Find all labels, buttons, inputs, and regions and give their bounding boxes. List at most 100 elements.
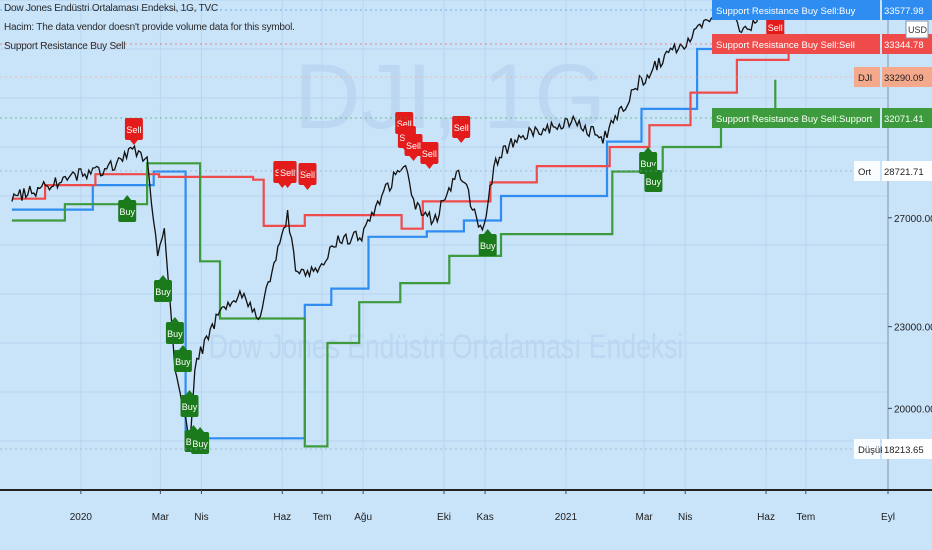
- buy-signal[interactable]: Buy: [644, 165, 663, 192]
- price-label-name: Support Resistance Buy Sell:Support: [716, 114, 873, 125]
- price-label-avg[interactable]: Ort 28721.71: [0, 161, 932, 181]
- buy-signal[interactable]: Buy: [154, 275, 172, 302]
- buy-badge: [644, 170, 663, 192]
- buy-signal[interactable]: Buy: [478, 229, 497, 256]
- volume-note: Hacim: The data vendor doesn't provide v…: [4, 22, 295, 33]
- buy-signal[interactable]: Buy: [180, 390, 199, 417]
- buy-pointer: [123, 195, 132, 200]
- time-tick-label: Mar: [152, 512, 170, 523]
- buy-label: Buy: [175, 357, 191, 367]
- price-label-value-bg: [882, 108, 932, 128]
- buy-signal[interactable]: Buy: [118, 195, 137, 222]
- sell-signal[interactable]: Sell: [420, 142, 439, 169]
- sell-label: Sell: [397, 119, 412, 129]
- symbol-title: Dow Jones Endüstri Ortalaması Endeksi, 1…: [4, 3, 219, 14]
- price-label-value-bg: [882, 161, 932, 181]
- price-label-value: 33577.98: [884, 6, 924, 17]
- buy-signal[interactable]: Buy: [165, 317, 184, 344]
- price-label-value: 18213.65: [884, 445, 924, 456]
- sell-label: Sell: [280, 168, 295, 178]
- price-label-value-bg: [882, 67, 932, 87]
- buy-label: Buy: [640, 159, 656, 169]
- sell-label: Sell: [406, 141, 421, 151]
- buy-pointer: [170, 317, 179, 322]
- price-label-value-bg: [882, 0, 932, 20]
- price-label-name-bg: [854, 161, 880, 181]
- sell-label: Sell: [422, 149, 437, 159]
- price-label-buy[interactable]: Support Resistance Buy Sell:Buy 33577.98: [0, 0, 932, 20]
- time-tick-label: Nis: [194, 512, 208, 523]
- sell-label: Sell: [126, 125, 141, 135]
- signals-layer[interactable]: SellSellSellSellSellSellSellSellSellSell…: [118, 16, 785, 454]
- sell-badge: [452, 116, 471, 138]
- sell-pointer: [278, 183, 287, 188]
- buy-badge: [478, 234, 497, 256]
- sell-badge: [766, 16, 785, 38]
- time-tick-label: Tem: [313, 512, 332, 523]
- currency-label: USD: [905, 20, 929, 39]
- buy-pointer: [159, 275, 167, 280]
- price-label-name: Düşük: [858, 445, 885, 456]
- buy-label: Buy: [480, 241, 496, 251]
- price-tick-label: 20000.00: [894, 404, 932, 415]
- price-label-name: DJI: [858, 73, 872, 84]
- time-tick-label: Eki: [437, 512, 451, 523]
- price-label-value: 28721.71: [884, 167, 924, 178]
- buy-pointer: [644, 147, 653, 152]
- time-tick-label: Tem: [796, 512, 815, 523]
- buy-signal[interactable]: Buy: [173, 345, 192, 372]
- currency-text: USD: [908, 25, 928, 35]
- price-tick-label: 23000.00: [894, 323, 932, 334]
- price-label-name-bg: [712, 108, 880, 128]
- sell-badge: [420, 142, 439, 164]
- sell-badge: [124, 118, 143, 140]
- price-label-value-bg: [882, 439, 932, 459]
- sell-signal[interactable]: Sell: [124, 118, 143, 145]
- sell-badge: [298, 163, 317, 185]
- buy-badge: [180, 395, 199, 417]
- buy-pointer: [189, 425, 198, 430]
- price-label-value-bg: [882, 34, 932, 54]
- time-tick-label: Kas: [476, 512, 493, 523]
- price-label-sell[interactable]: Support Resistance Buy Sell:Sell 33344.78: [0, 34, 932, 54]
- sell-badge: [278, 161, 297, 183]
- sell-label: Sell: [300, 170, 315, 180]
- watermark-ticker: DJI, 1G: [294, 46, 606, 148]
- buy-badge: [154, 280, 172, 302]
- indicator-name[interactable]: Support Resistance Buy Sell: [4, 41, 126, 52]
- buy-label: Buy: [182, 402, 198, 412]
- buy-label: Buy: [646, 177, 662, 187]
- buy-label: Buy: [167, 329, 183, 339]
- buy-label: Buy: [155, 287, 171, 297]
- price-label-low[interactable]: Düşük 18213.65: [0, 439, 932, 459]
- buy-badge: [118, 200, 137, 222]
- sell-label: Sell: [454, 123, 469, 133]
- time-tick-label: Mar: [636, 512, 654, 523]
- time-tick-label: Nis: [678, 512, 692, 523]
- buy-pointer: [649, 165, 658, 170]
- sell-pointer: [425, 164, 434, 169]
- sell-signal[interactable]: Sell: [278, 161, 297, 188]
- price-label-support[interactable]: Support Resistance Buy Sell:Support 32071…: [0, 108, 932, 128]
- sell-signal[interactable]: Sell: [452, 116, 471, 143]
- sell-signal[interactable]: Sell: [404, 134, 423, 161]
- sell-pointer: [303, 185, 312, 190]
- price-label-dji[interactable]: DJI 33290.09: [0, 67, 932, 87]
- price-label-value: 33344.78: [884, 40, 924, 51]
- price-line-series: [11, 0, 790, 443]
- sell-pointer: [457, 138, 466, 143]
- support-line-series: [11, 79, 777, 448]
- buy-label: Buy: [119, 207, 135, 217]
- buy-pointer: [178, 345, 187, 350]
- sell-pointer: [129, 140, 138, 145]
- price-label-name-bg: [854, 67, 880, 87]
- price-label-name-bg: [854, 439, 880, 459]
- time-tick-label: 2021: [555, 512, 578, 523]
- buy-pointer: [483, 229, 492, 234]
- price-label-value: 33290.09: [884, 73, 924, 84]
- sell-signal[interactable]: Sell: [298, 163, 317, 190]
